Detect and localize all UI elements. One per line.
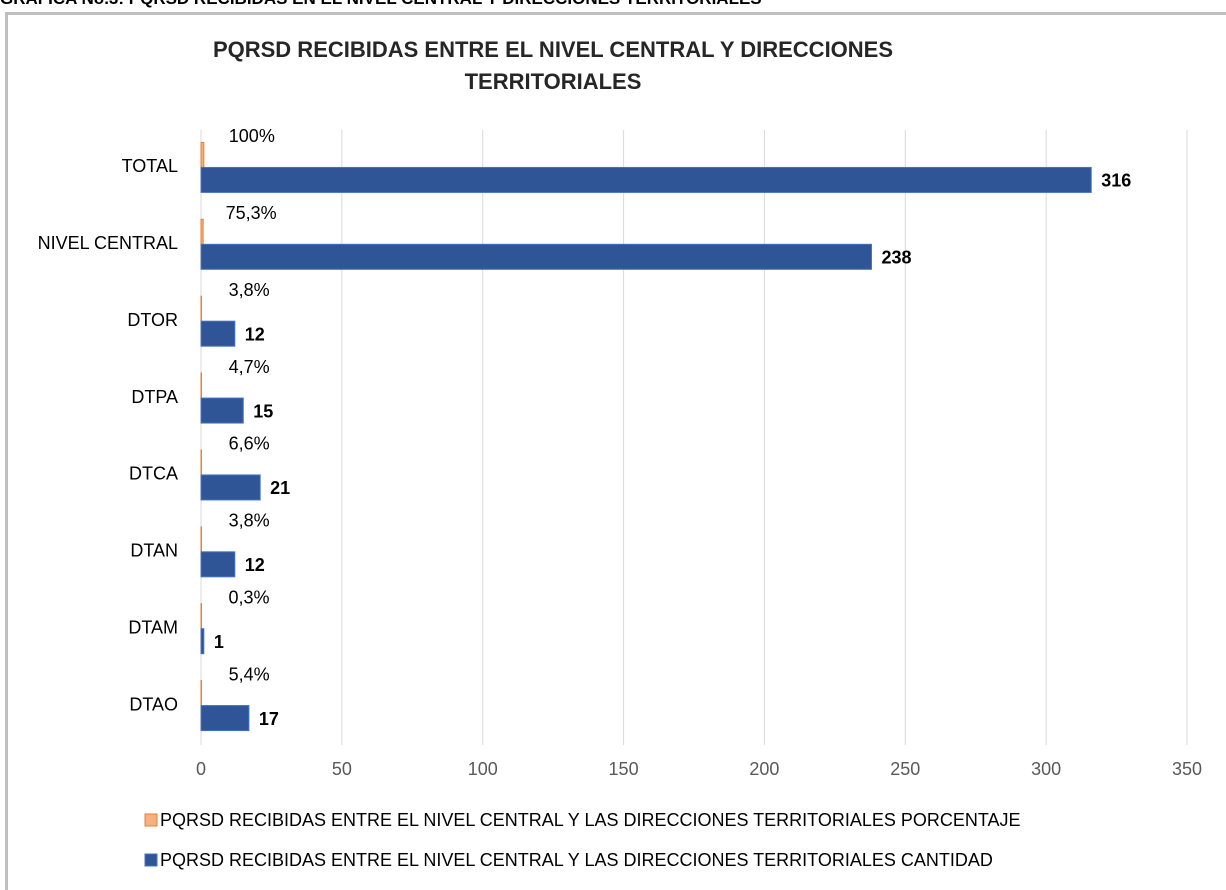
x-tick-label: 150 <box>609 759 639 779</box>
y-tick-label: DTPA <box>131 387 178 407</box>
chart-frame <box>5 12 1226 890</box>
y-tick-label: TOTAL <box>122 156 178 176</box>
bar <box>200 474 261 501</box>
legend-swatch <box>144 853 158 867</box>
x-tick-label: 300 <box>1031 759 1061 779</box>
chart-title: PQRSD RECIBIDAS ENTRE EL NIVEL CENTRAL Y… <box>212 37 894 94</box>
data-label: 12 <box>245 324 265 344</box>
data-label: 6,6% <box>229 434 270 454</box>
y-tick-label: DTAO <box>129 694 178 714</box>
data-label: 100% <box>229 126 275 146</box>
data-label: 1 <box>214 632 224 652</box>
data-label: 21 <box>270 478 290 498</box>
data-label: 17 <box>259 709 279 729</box>
bar <box>200 551 236 578</box>
bar <box>200 295 202 322</box>
legend-label: PQRSD RECIBIDAS ENTRE EL NIVEL CENTRAL Y… <box>160 850 993 870</box>
x-tick-label: 350 <box>1172 759 1202 779</box>
y-tick-label: DTCA <box>129 464 178 484</box>
data-label: 316 <box>1101 171 1131 191</box>
bar <box>200 372 202 399</box>
bar <box>200 526 202 553</box>
y-tick-label: DTAM <box>128 617 178 637</box>
y-tick-label: NIVEL CENTRAL <box>38 233 178 253</box>
x-tick-label: 200 <box>749 759 779 779</box>
data-label: 75,3% <box>226 203 277 223</box>
legend-swatch <box>144 813 158 827</box>
bar <box>200 705 250 732</box>
data-label: 3,8% <box>229 280 270 300</box>
y-tick-label: DTOR <box>127 310 178 330</box>
bar <box>200 243 872 270</box>
x-tick-label: 100 <box>468 759 498 779</box>
caption: GRÁFICA No.3: PQRSD RECIBIDAS EN EL NIVE… <box>0 0 762 9</box>
bar <box>200 166 1092 193</box>
bar <box>200 218 204 245</box>
y-tick-label: DTAN <box>130 541 178 561</box>
data-label: 3,8% <box>229 511 270 531</box>
bar <box>200 680 202 707</box>
bar <box>200 449 202 476</box>
bar <box>200 603 202 630</box>
x-tick-label: 0 <box>196 759 206 779</box>
bar <box>200 141 205 168</box>
data-label: 5,4% <box>229 664 270 684</box>
data-label: 4,7% <box>229 357 270 377</box>
x-tick-label: 50 <box>332 759 352 779</box>
x-tick-label: 250 <box>890 759 920 779</box>
data-label: 0,3% <box>228 587 269 607</box>
legend-label: PQRSD RECIBIDAS ENTRE EL NIVEL CENTRAL Y… <box>160 810 1021 830</box>
data-label: 15 <box>253 401 273 421</box>
data-label: 12 <box>245 555 265 575</box>
data-label: 238 <box>881 248 911 268</box>
bar <box>200 320 236 347</box>
bar <box>200 628 205 655</box>
bar <box>200 397 244 424</box>
